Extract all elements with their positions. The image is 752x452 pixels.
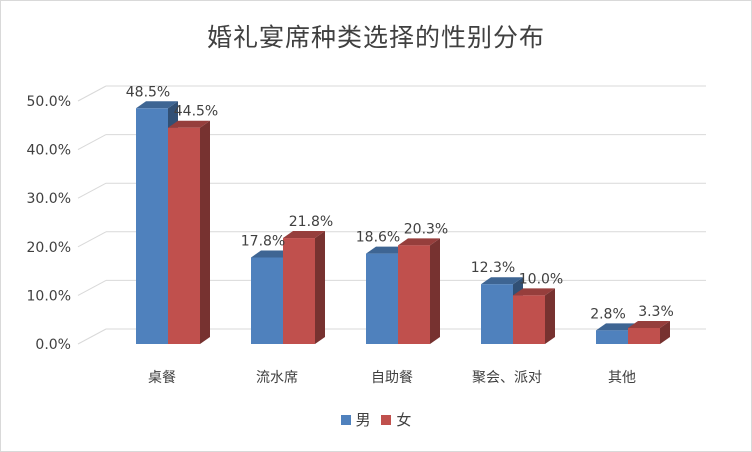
bars [136, 101, 670, 344]
bar-female [513, 288, 555, 344]
bar-top [596, 323, 638, 331]
bar-front [513, 295, 545, 344]
bar-front [398, 245, 430, 344]
data-label: 3.3% [638, 304, 674, 320]
data-label: 18.6% [356, 230, 400, 246]
data-label: 17.8% [241, 233, 285, 249]
gridline-diagonal [77, 85, 107, 102]
legend-swatch-male [340, 414, 351, 425]
bar-female [398, 238, 440, 344]
data-label: 48.5% [126, 84, 170, 100]
bar-female [283, 231, 325, 344]
bar-side [315, 231, 325, 344]
bar-front [136, 108, 168, 344]
chart-title: 婚礼宴席种类选择的性别分布 [206, 23, 545, 52]
x-tick-label: 其他 [608, 370, 636, 386]
data-label: 44.5% [174, 104, 218, 120]
data-label: 2.8% [590, 306, 626, 322]
y-tick-label: 10.0% [27, 288, 71, 304]
legend-label-male: 男 [355, 411, 371, 429]
legend: 男 女 [1, 409, 751, 430]
bar-front [596, 330, 628, 344]
bar-front [481, 284, 513, 344]
bar-top [513, 288, 555, 296]
gridline-diagonal [77, 134, 107, 151]
gridline-diagonal [77, 279, 107, 296]
bar-female [168, 120, 210, 344]
bar-side [545, 288, 555, 344]
legend-item-female: 女 [381, 409, 411, 430]
x-tick-label: 桌餐 [148, 370, 176, 386]
y-tick-label: 30.0% [27, 191, 71, 207]
bar-top [283, 231, 325, 239]
x-tick-label: 聚会、派对 [472, 370, 542, 386]
y-tick-label: 50.0% [27, 94, 71, 110]
data-label: 12.3% [471, 260, 515, 276]
y-tick-label: 40.0% [27, 143, 71, 159]
gridline-diagonal [77, 328, 107, 345]
bar-top [481, 277, 523, 285]
bar-top [398, 238, 440, 246]
bar-side [430, 238, 440, 344]
bar-top [136, 101, 178, 109]
y-tick-label: 0.0% [35, 337, 71, 353]
data-labels: 48.5%44.5% 17.8%21.8% 18.6%20.3% 12.3%10.0%… [126, 84, 674, 322]
bar-top [168, 120, 210, 128]
data-label: 21.8% [289, 214, 333, 230]
y-tick-label: 20.0% [27, 240, 71, 256]
bar-front [366, 253, 398, 344]
bar-side [200, 120, 210, 344]
data-label: 10.0% [519, 271, 563, 287]
bar-top [628, 320, 670, 328]
bar-front [168, 127, 200, 344]
bar-front [251, 257, 283, 344]
bar-front [628, 327, 660, 344]
x-tick-label: 自助餐 [371, 370, 413, 386]
bar-top [251, 250, 293, 258]
bar-side [660, 320, 670, 344]
x-tick-label: 流水席 [256, 370, 298, 386]
gridline-diagonal [77, 182, 107, 199]
legend-swatch-female [381, 414, 392, 425]
bar-female [628, 320, 670, 344]
legend-label-female: 女 [396, 411, 412, 429]
bar-front [283, 238, 315, 344]
bar-top [366, 246, 408, 254]
data-label: 20.3% [404, 221, 448, 237]
gridline-diagonal [77, 231, 107, 248]
legend-item-male: 男 [340, 409, 371, 430]
